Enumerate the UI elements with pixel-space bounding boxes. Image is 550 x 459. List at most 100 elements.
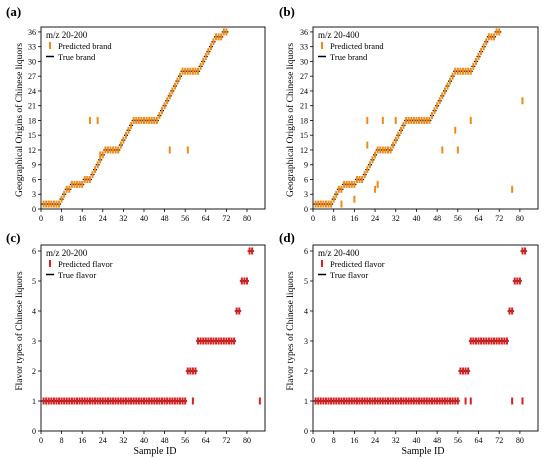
predicted-mark-d <box>374 397 377 405</box>
predicted-mark-a <box>47 200 50 208</box>
predicted-mark-b <box>371 156 374 164</box>
predicted-mark-d <box>348 397 351 405</box>
predicted-mark-b <box>324 200 327 208</box>
x-tick-label-b: 48 <box>433 214 441 223</box>
predicted-mark-a <box>76 180 79 188</box>
predicted-mark-c <box>142 397 145 405</box>
legend-label-predicted-b: Predicted brand <box>330 41 384 51</box>
predicted-mark-c <box>245 277 248 285</box>
predicted-mark-b <box>399 126 402 134</box>
y-axis-title-b: Geographical Origins of Chinese liquors <box>285 43 296 197</box>
x-tick-label-c: 32 <box>119 436 127 445</box>
x-tick-label-c: 80 <box>243 436 251 445</box>
y-tick-label-a: 33 <box>28 43 36 52</box>
predicted-mark-a <box>114 146 117 154</box>
predicted-mark-d <box>477 337 480 345</box>
predicted-mark-d <box>500 337 503 345</box>
predicted-mark-d <box>345 397 348 405</box>
predicted-mark-d <box>521 247 524 255</box>
predicted-mark-c <box>124 397 127 405</box>
predicted-outlier-mark-c <box>191 397 194 405</box>
predicted-mark-b <box>433 107 436 115</box>
x-tick-label-d: 80 <box>516 436 524 445</box>
predicted-mark-d <box>332 397 335 405</box>
x-tick-label-d: 8 <box>332 436 336 445</box>
y-tick-label-d: 3 <box>304 337 308 346</box>
predicted-mark-b <box>345 180 348 188</box>
predicted-mark-b <box>493 33 496 41</box>
legend-label-predicted-a: Predicted brand <box>58 41 112 51</box>
predicted-mark-a <box>58 200 61 208</box>
predicted-mark-b <box>410 116 413 124</box>
predicted-mark-b <box>472 62 475 70</box>
predicted-mark-b <box>449 77 452 85</box>
panel-c: (c) Flavor types of Chinese liquors Samp… <box>6 230 266 457</box>
y-tick-label-a: 12 <box>28 146 36 155</box>
predicted-mark-a <box>225 28 228 36</box>
predicted-mark-a <box>65 185 68 193</box>
plot-frame-b <box>312 26 539 210</box>
predicted-mark-b <box>474 57 477 65</box>
predicted-mark-a <box>127 126 130 134</box>
predicted-outlier-mark-a <box>88 116 91 124</box>
x-tick-label-b: 0 <box>311 214 315 223</box>
panel-d: (d) Flavor types of Chinese liquors Samp… <box>279 230 539 457</box>
x-tick-label-a: 16 <box>78 214 86 223</box>
predicted-mark-a <box>55 200 58 208</box>
range-annotation-c: m/z 20-200 <box>46 248 88 258</box>
predicted-mark-d <box>428 397 431 405</box>
y-tick-label-d: 6 <box>304 247 308 256</box>
y-tick-label-a: 30 <box>28 57 36 66</box>
predicted-mark-c <box>47 397 50 405</box>
predicted-mark-b <box>477 53 480 61</box>
predicted-mark-b <box>451 72 454 80</box>
predicted-mark-d <box>314 397 317 405</box>
predicted-mark-b <box>412 116 415 124</box>
range-annotation-d: m/z 20-400 <box>318 248 360 258</box>
predicted-mark-a <box>86 175 89 183</box>
predicted-mark-d <box>423 397 426 405</box>
x-tick-label-c: 24 <box>99 436 107 445</box>
predicted-mark-a <box>220 33 223 41</box>
range-annotation-b: m/z 20-400 <box>318 30 360 40</box>
predicted-mark-d <box>405 397 408 405</box>
predicted-mark-a <box>94 166 97 174</box>
predicted-mark-b <box>392 141 395 149</box>
x-tick-label-c: 48 <box>161 436 169 445</box>
predicted-mark-c <box>119 397 122 405</box>
predicted-mark-d <box>324 397 327 405</box>
x-tick-label-b: 16 <box>350 214 358 223</box>
predicted-mark-c <box>217 337 220 345</box>
x-tick-label-a: 24 <box>99 214 107 223</box>
predicted-mark-b <box>428 116 431 124</box>
predicted-mark-d <box>474 337 477 345</box>
predicted-mark-d <box>340 397 343 405</box>
predicted-mark-d <box>327 397 330 405</box>
predicted-outlier-mark-d <box>469 397 472 405</box>
y-tick-label-c: 3 <box>32 337 36 346</box>
x-tick-label-c: 8 <box>60 436 64 445</box>
predicted-mark-d <box>361 397 364 405</box>
predicted-mark-d <box>446 397 449 405</box>
predicted-mark-c <box>153 397 156 405</box>
predicted-mark-a <box>145 116 148 124</box>
predicted-mark-a <box>166 97 169 105</box>
predicted-mark-c <box>171 397 174 405</box>
predicted-mark-d <box>322 397 325 405</box>
predicted-mark-c <box>163 397 166 405</box>
predicted-mark-a <box>209 43 212 51</box>
predicted-mark-c <box>161 397 164 405</box>
predicted-mark-d <box>516 277 519 285</box>
x-tick-label-d: 64 <box>475 436 483 445</box>
y-tick-label-b: 3 <box>304 190 308 199</box>
predicted-mark-c <box>42 397 45 405</box>
predicted-mark-d <box>503 337 506 345</box>
predicted-mark-b <box>317 200 320 208</box>
predicted-mark-b <box>418 116 421 124</box>
predicted-mark-d <box>472 337 475 345</box>
predicted-mark-d <box>355 397 358 405</box>
predicted-mark-d <box>430 397 433 405</box>
predicted-mark-d <box>493 337 496 345</box>
predicted-mark-b <box>340 185 343 193</box>
